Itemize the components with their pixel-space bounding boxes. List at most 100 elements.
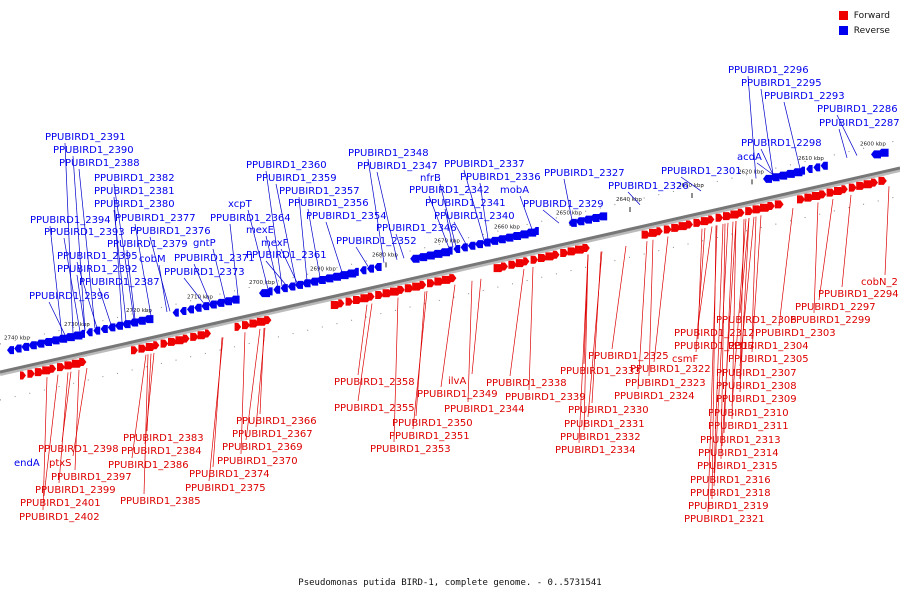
reverse-leader-line bbox=[183, 277, 205, 304]
forward-gene-label: PPUBIRD1_2399 bbox=[35, 485, 116, 496]
forward-gene bbox=[752, 205, 763, 214]
forward-gene bbox=[367, 292, 375, 301]
reverse-leader-line bbox=[367, 158, 385, 263]
forward-gene-label: ilvA bbox=[448, 376, 466, 387]
reverse-gene bbox=[179, 307, 187, 316]
forward-gene-label: PPUBIRD1_2367 bbox=[232, 429, 313, 440]
tick-label: 2700 kbp bbox=[249, 280, 275, 286]
reverse-gene-label: cobM bbox=[139, 254, 166, 265]
forward-leader-line bbox=[74, 369, 80, 471]
tick-label: 2670 kbp bbox=[434, 238, 460, 244]
reverse-gene-label: xcpT bbox=[228, 199, 253, 210]
reverse-gene bbox=[359, 266, 367, 275]
forward-gene bbox=[234, 322, 242, 331]
forward-gene bbox=[205, 329, 211, 338]
reverse-gene-label: PPUBIRD1_2373 bbox=[164, 267, 245, 278]
forward-leader-line bbox=[813, 202, 819, 314]
reverse-leader-line bbox=[265, 235, 279, 287]
tick-label: 2650 kbp bbox=[556, 211, 582, 217]
reverse-gene-label: PPUBIRD1_2390 bbox=[53, 145, 134, 156]
forward-leader-line bbox=[467, 280, 473, 403]
reverse-gene bbox=[568, 218, 577, 227]
forward-leader-line bbox=[697, 226, 713, 327]
forward-gene-label: PPUBIRD1_2305 bbox=[728, 354, 809, 365]
reverse-gene bbox=[287, 282, 296, 291]
tick-label: 2690 kbp bbox=[310, 266, 336, 272]
tick-label: 2720 kbp bbox=[126, 308, 152, 314]
reverse-gene-label: PPUBIRD1_2296 bbox=[728, 65, 809, 76]
forward-gene bbox=[145, 342, 156, 351]
forward-gene-label: PPUBIRD1_2339 bbox=[505, 392, 586, 403]
reverse-leader-line bbox=[760, 148, 774, 175]
forward-gene bbox=[501, 262, 508, 271]
forward-gene-label: PPUBIRD1_2366 bbox=[236, 416, 317, 427]
reverse-leader-line bbox=[48, 301, 66, 336]
forward-leader-line bbox=[43, 374, 59, 497]
forward-gene-label: PPUBIRD1_2370 bbox=[217, 456, 298, 467]
tick-label: 2730 kbp bbox=[64, 322, 90, 328]
forward-leader-line bbox=[357, 303, 373, 402]
reverse-leader-line bbox=[265, 260, 287, 286]
reverse-leader-line bbox=[453, 221, 467, 245]
reverse-gene bbox=[777, 171, 788, 180]
reverse-gene bbox=[35, 339, 45, 348]
forward-gene-label: PPUBIRD1_2386 bbox=[108, 460, 189, 471]
tick-label: 2600 kbp bbox=[860, 142, 886, 148]
reverse-gene-label: PPUBIRD1_2341 bbox=[425, 198, 506, 209]
forward-gene-label: PPUBIRD1_2385 bbox=[120, 496, 201, 507]
reverse-gene-label: PPUBIRD1_2359 bbox=[256, 173, 337, 184]
forward-gene bbox=[663, 225, 672, 234]
tick-label: 2610 kbp bbox=[798, 156, 824, 162]
forward-gene-label: PPUBIRD1_2294 bbox=[818, 289, 899, 300]
forward-gene bbox=[878, 176, 887, 185]
forward-gene bbox=[523, 257, 530, 266]
forward-gene bbox=[552, 250, 560, 259]
forward-gene bbox=[841, 185, 848, 194]
reverse-gene-label: PPUBIRD1_2342 bbox=[409, 185, 490, 196]
forward-leader-line bbox=[778, 208, 794, 327]
forward-leader-line bbox=[245, 328, 261, 441]
forward-leader-line bbox=[653, 236, 669, 363]
forward-gene-label: PPUBIRD1_2351 bbox=[389, 431, 470, 442]
reverse-leader-line bbox=[307, 208, 321, 278]
forward-gene-label: cobN_2 bbox=[861, 277, 898, 288]
reverse-gene-label: PPUBIRD1_2380 bbox=[94, 199, 175, 210]
legend: Forward Reverse bbox=[838, 8, 890, 38]
reverse-leader-line bbox=[747, 75, 757, 179]
reverse-leader-line bbox=[113, 196, 123, 323]
reverse-gene-label: PPUBIRD1_2327 bbox=[544, 168, 625, 179]
forward-gene bbox=[353, 295, 362, 304]
tick-label: 2710 kbp bbox=[187, 294, 213, 300]
reverse-gene bbox=[374, 262, 382, 271]
reverse-leader-line bbox=[836, 114, 858, 156]
forward-leader-line bbox=[884, 186, 890, 276]
reverse-gene bbox=[50, 336, 60, 345]
reverse-gene bbox=[115, 321, 123, 330]
reverse-gene-label: PPUBIRD1_2381 bbox=[94, 186, 175, 197]
forward-leader-line bbox=[721, 220, 737, 447]
reverse-gene-label: PPUBIRD1_2392 bbox=[57, 264, 138, 275]
forward-gene-label: PPUBIRD1_2299 bbox=[790, 315, 871, 326]
reverse-gene bbox=[230, 295, 240, 304]
forward-leader-line bbox=[393, 297, 399, 443]
forward-leader-line bbox=[587, 251, 603, 418]
forward-gene bbox=[508, 260, 517, 269]
forward-gene bbox=[686, 220, 693, 229]
forward-gene-label: PPUBIRD1_2316 bbox=[690, 475, 771, 486]
reverse-gene bbox=[302, 279, 311, 288]
reverse-leader-line bbox=[193, 263, 211, 303]
forward-gene-label: PPUBIRD1_2323 bbox=[625, 378, 706, 389]
forward-gene bbox=[449, 274, 457, 283]
forward-gene bbox=[168, 337, 177, 346]
reverse-gene bbox=[799, 166, 805, 175]
reverse-gene-label: PPUBIRD1_2360 bbox=[246, 160, 327, 171]
forward-leader-line bbox=[713, 222, 729, 487]
forward-gene-label: PPUBIRD1_2310 bbox=[708, 408, 789, 419]
reverse-gene bbox=[820, 161, 828, 170]
reverse-leader-line bbox=[479, 182, 489, 240]
forward-gene bbox=[774, 200, 784, 209]
forward-gene bbox=[656, 227, 663, 236]
forward-gene bbox=[708, 215, 715, 224]
reverse-gene bbox=[43, 338, 52, 347]
